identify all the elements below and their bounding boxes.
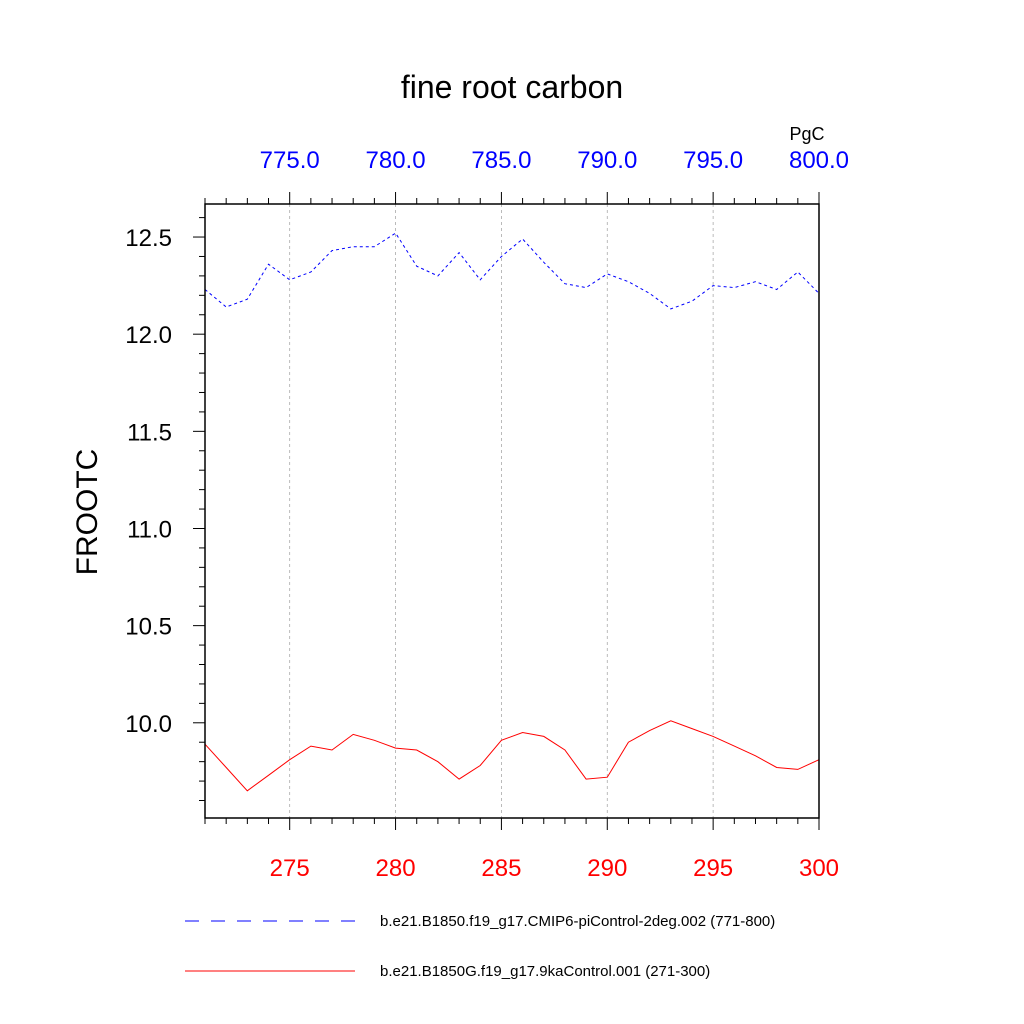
legend: b.e21.B1850.f19_g17.CMIP6-piControl-2deg…: [185, 913, 775, 980]
chart-title: fine root carbon: [401, 69, 623, 105]
x-top-tick-label: 775.0: [260, 147, 320, 174]
y-tick-label: 11.0: [127, 516, 172, 543]
x-top-tick-label: 790.0: [577, 147, 637, 174]
series-group: [204, 232, 820, 792]
legend-label-red: b.e21.B1850G.f19_g17.9kaControl.001 (271…: [380, 963, 710, 980]
ticks-group: [193, 192, 820, 830]
units-label: PgC: [789, 124, 824, 144]
x-bottom-tick-label: 295: [693, 855, 733, 882]
x-top-tick-label: 780.0: [366, 147, 426, 174]
tick-labels-group: 275 280 285 290 295 300 775.0 780.0 785.0 790.0 79…: [125, 147, 849, 882]
y-tick-label: 12.0: [125, 322, 172, 349]
y-tick-label: 10.0: [125, 711, 172, 738]
y-tick-label: 11.5: [127, 419, 172, 446]
x-bottom-tick-label: 280: [376, 855, 416, 882]
series-line-red: [204, 720, 820, 792]
x-top-tick-label: 795.0: [683, 147, 743, 174]
x-bottom-tick-label: 300: [799, 855, 839, 882]
x-top-tick-label: 800.0: [789, 147, 849, 174]
y-tick-label: 10.5: [125, 614, 172, 641]
x-bottom-tick-label: 275: [270, 855, 310, 882]
legend-label-blue: b.e21.B1850.f19_g17.CMIP6-piControl-2deg…: [380, 913, 775, 930]
y-tick-label: 12.5: [125, 225, 172, 252]
grid: [289, 204, 714, 818]
y-axis-label: FROOTC: [71, 449, 104, 576]
series-line-blue: [204, 232, 820, 310]
x-top-tick-label: 785.0: [471, 147, 531, 174]
plot-frame: [204, 203, 820, 819]
x-bottom-tick-label: 285: [481, 855, 521, 882]
x-bottom-tick-label: 290: [587, 855, 627, 882]
